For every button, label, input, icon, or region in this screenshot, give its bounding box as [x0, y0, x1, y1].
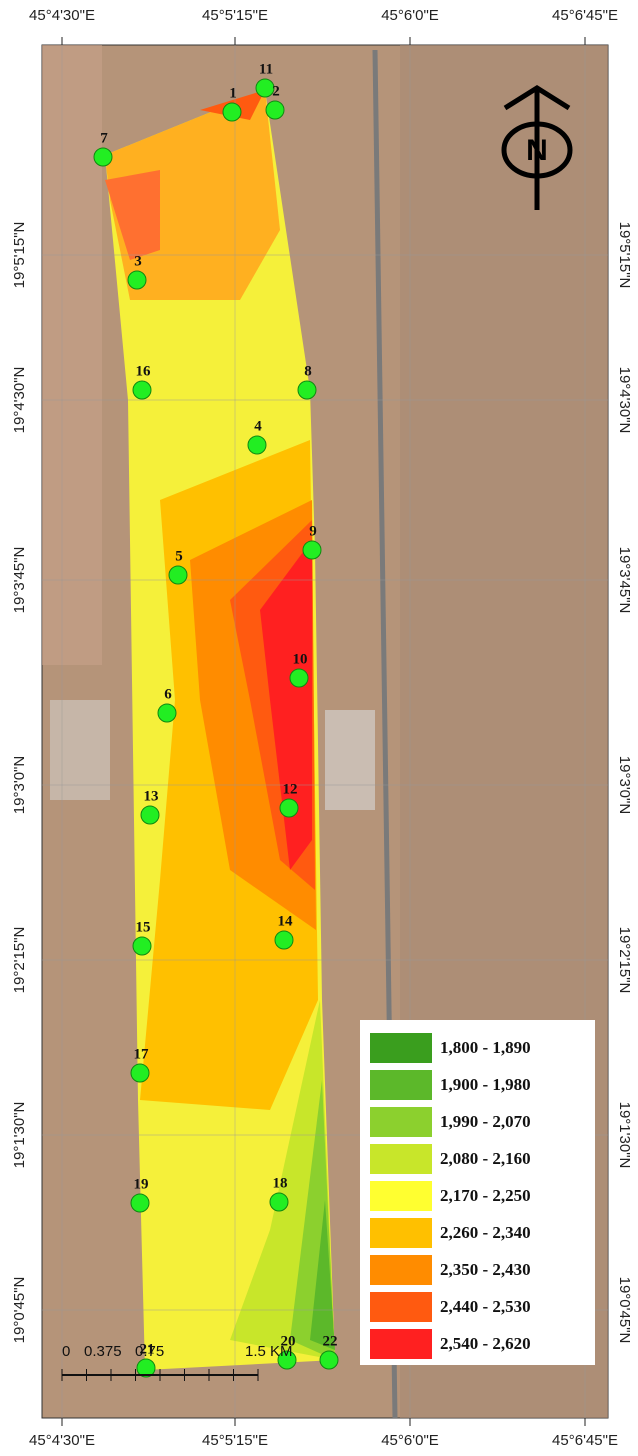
- scale-label: 1.5 KM: [245, 1343, 293, 1360]
- legend-swatch: [370, 1329, 432, 1359]
- point-label: 4: [254, 418, 262, 434]
- sample-point: [94, 148, 112, 166]
- map: 11127316849510613121514171918212022 N 1,…: [0, 0, 638, 1456]
- lat-label: 19°3'0"N: [616, 756, 633, 814]
- sample-point: [141, 806, 159, 824]
- point-label: 17: [134, 1046, 150, 1062]
- point-label: 14: [278, 913, 294, 929]
- point-label: 12: [283, 781, 298, 797]
- scale-label: 0.75: [135, 1343, 164, 1360]
- sample-point: [131, 1064, 149, 1082]
- legend-swatch: [370, 1107, 432, 1137]
- point-label: 6: [164, 686, 172, 702]
- lat-label: 19°5'15"N: [11, 222, 28, 289]
- sample-point: [133, 381, 151, 399]
- legend-label: 2,170 - 2,250: [440, 1186, 531, 1205]
- lat-label: 19°5'15"N: [616, 222, 633, 289]
- lon-label: 45°6'45"E: [552, 7, 618, 24]
- point-label: 1: [229, 85, 237, 101]
- legend-label: 2,440 - 2,530: [440, 1297, 531, 1316]
- lon-label: 45°5'15"E: [202, 1432, 268, 1449]
- legend-swatch: [370, 1070, 432, 1100]
- point-label: 7: [100, 130, 108, 146]
- legend-swatch: [370, 1033, 432, 1063]
- sample-point: [266, 101, 284, 119]
- sample-point: [290, 669, 308, 687]
- sample-point: [133, 937, 151, 955]
- scale-label: 0: [62, 1343, 70, 1360]
- sample-point: [298, 381, 316, 399]
- lon-label: 45°5'15"E: [202, 7, 268, 24]
- lat-label: 19°3'0"N: [11, 756, 28, 814]
- lat-label: 19°0'45"N: [11, 1277, 28, 1344]
- legend-label: 2,080 - 2,160: [440, 1149, 531, 1168]
- point-label: 22: [323, 1333, 338, 1349]
- lon-label: 45°4'30"E: [29, 7, 95, 24]
- point-label: 15: [136, 919, 151, 935]
- lat-label: 19°1'30"N: [616, 1102, 633, 1169]
- legend-label: 1,900 - 1,980: [440, 1075, 531, 1094]
- point-label: 8: [304, 363, 312, 379]
- scale-label: 0.375: [84, 1343, 122, 1360]
- point-label: 5: [175, 548, 183, 564]
- lat-label: 19°2'15"N: [11, 927, 28, 994]
- sample-point: [158, 704, 176, 722]
- point-label: 2: [272, 83, 280, 99]
- point-label: 19: [134, 1176, 149, 1192]
- lon-label: 45°6'45"E: [552, 1432, 618, 1449]
- legend-label: 2,350 - 2,430: [440, 1260, 531, 1279]
- point-label: 3: [134, 253, 142, 269]
- sample-point: [131, 1194, 149, 1212]
- sample-point: [169, 566, 187, 584]
- point-label: 16: [136, 363, 152, 379]
- legend-label: 2,540 - 2,620: [440, 1334, 531, 1353]
- sample-point: [303, 541, 321, 559]
- dunes: [42, 45, 102, 665]
- lon-label: 45°4'30"E: [29, 1432, 95, 1449]
- lat-label: 19°1'30"N: [11, 1102, 28, 1169]
- lon-label: 45°6'0"E: [381, 7, 439, 24]
- buildings: [325, 710, 375, 810]
- sample-point: [270, 1193, 288, 1211]
- sample-point: [275, 931, 293, 949]
- sample-point: [128, 271, 146, 289]
- legend-label: 1,990 - 2,070: [440, 1112, 531, 1131]
- point-label: 9: [309, 523, 317, 539]
- sample-point: [248, 436, 266, 454]
- legend-swatch: [370, 1181, 432, 1211]
- legend-label: 1,800 - 1,890: [440, 1038, 531, 1057]
- legend-swatch: [370, 1218, 432, 1248]
- point-label: 18: [273, 1175, 288, 1191]
- legend-swatch: [370, 1255, 432, 1285]
- lat-label: 19°4'30"N: [616, 367, 633, 434]
- legend-label: 2,260 - 2,340: [440, 1223, 531, 1242]
- legend: 1,800 - 1,890 1,900 - 1,980 1,990 - 2,070 2…: [370, 1033, 531, 1359]
- legend-swatch: [370, 1144, 432, 1174]
- lat-label: 19°3'45"N: [11, 547, 28, 614]
- lon-label: 45°6'0"E: [381, 1432, 439, 1449]
- lat-label: 19°4'30"N: [11, 367, 28, 434]
- point-label: 10: [293, 651, 308, 667]
- legend-swatch: [370, 1292, 432, 1322]
- sample-point: [320, 1351, 338, 1369]
- lat-label: 19°2'15"N: [616, 927, 633, 994]
- sample-point: [280, 799, 298, 817]
- north-label: N: [526, 134, 548, 167]
- point-label: 13: [144, 788, 159, 804]
- sample-point: [223, 103, 241, 121]
- point-label: 11: [259, 61, 273, 77]
- lat-label: 19°0'45"N: [616, 1277, 633, 1344]
- lat-label: 19°3'45"N: [616, 547, 633, 614]
